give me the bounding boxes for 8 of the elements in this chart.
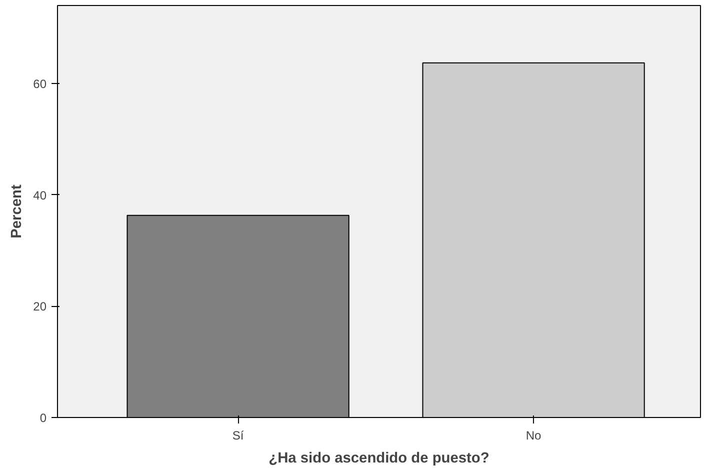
y-axis-title: Percent [9, 184, 26, 238]
y-tick-label: 60 [33, 76, 47, 91]
y-tick-label: 0 [40, 411, 47, 425]
x-tick-label: No [526, 428, 542, 442]
y-tick-label: 20 [33, 300, 47, 314]
y-tick-label: 40 [33, 188, 47, 202]
x-axis-title: ¿Ha sido ascendido de puesto? [268, 450, 490, 466]
x-tick-label: Sí [232, 428, 244, 442]
